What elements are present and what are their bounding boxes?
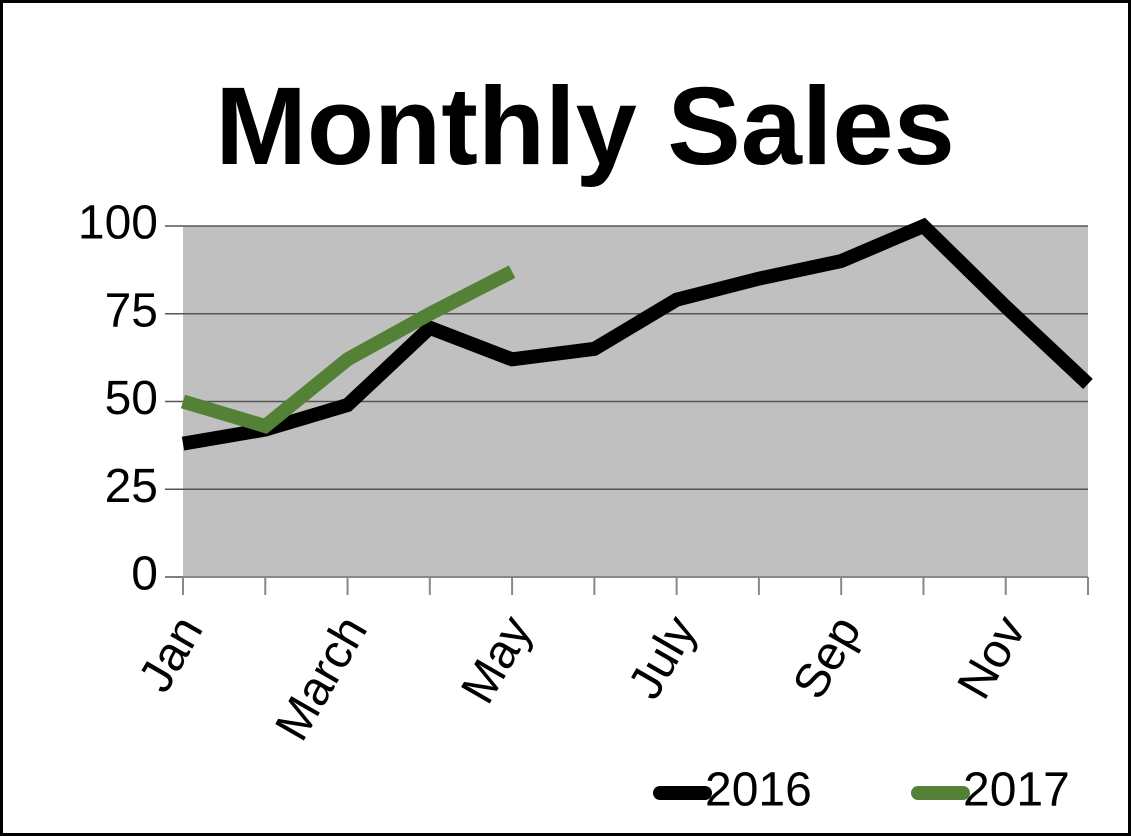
y-tick-label: 25 <box>105 460 158 513</box>
series-line <box>180 265 516 434</box>
legend-label: 2017 <box>963 764 1070 817</box>
y-tick-label: 0 <box>131 548 158 601</box>
series-line <box>181 217 1093 451</box>
y-tick-label: 50 <box>105 372 158 425</box>
chart-title: Monthly Sales <box>215 65 955 188</box>
y-tick-label: 100 <box>78 197 158 250</box>
legend-label: 2016 <box>705 764 812 817</box>
y-tick-label: 75 <box>105 284 158 337</box>
